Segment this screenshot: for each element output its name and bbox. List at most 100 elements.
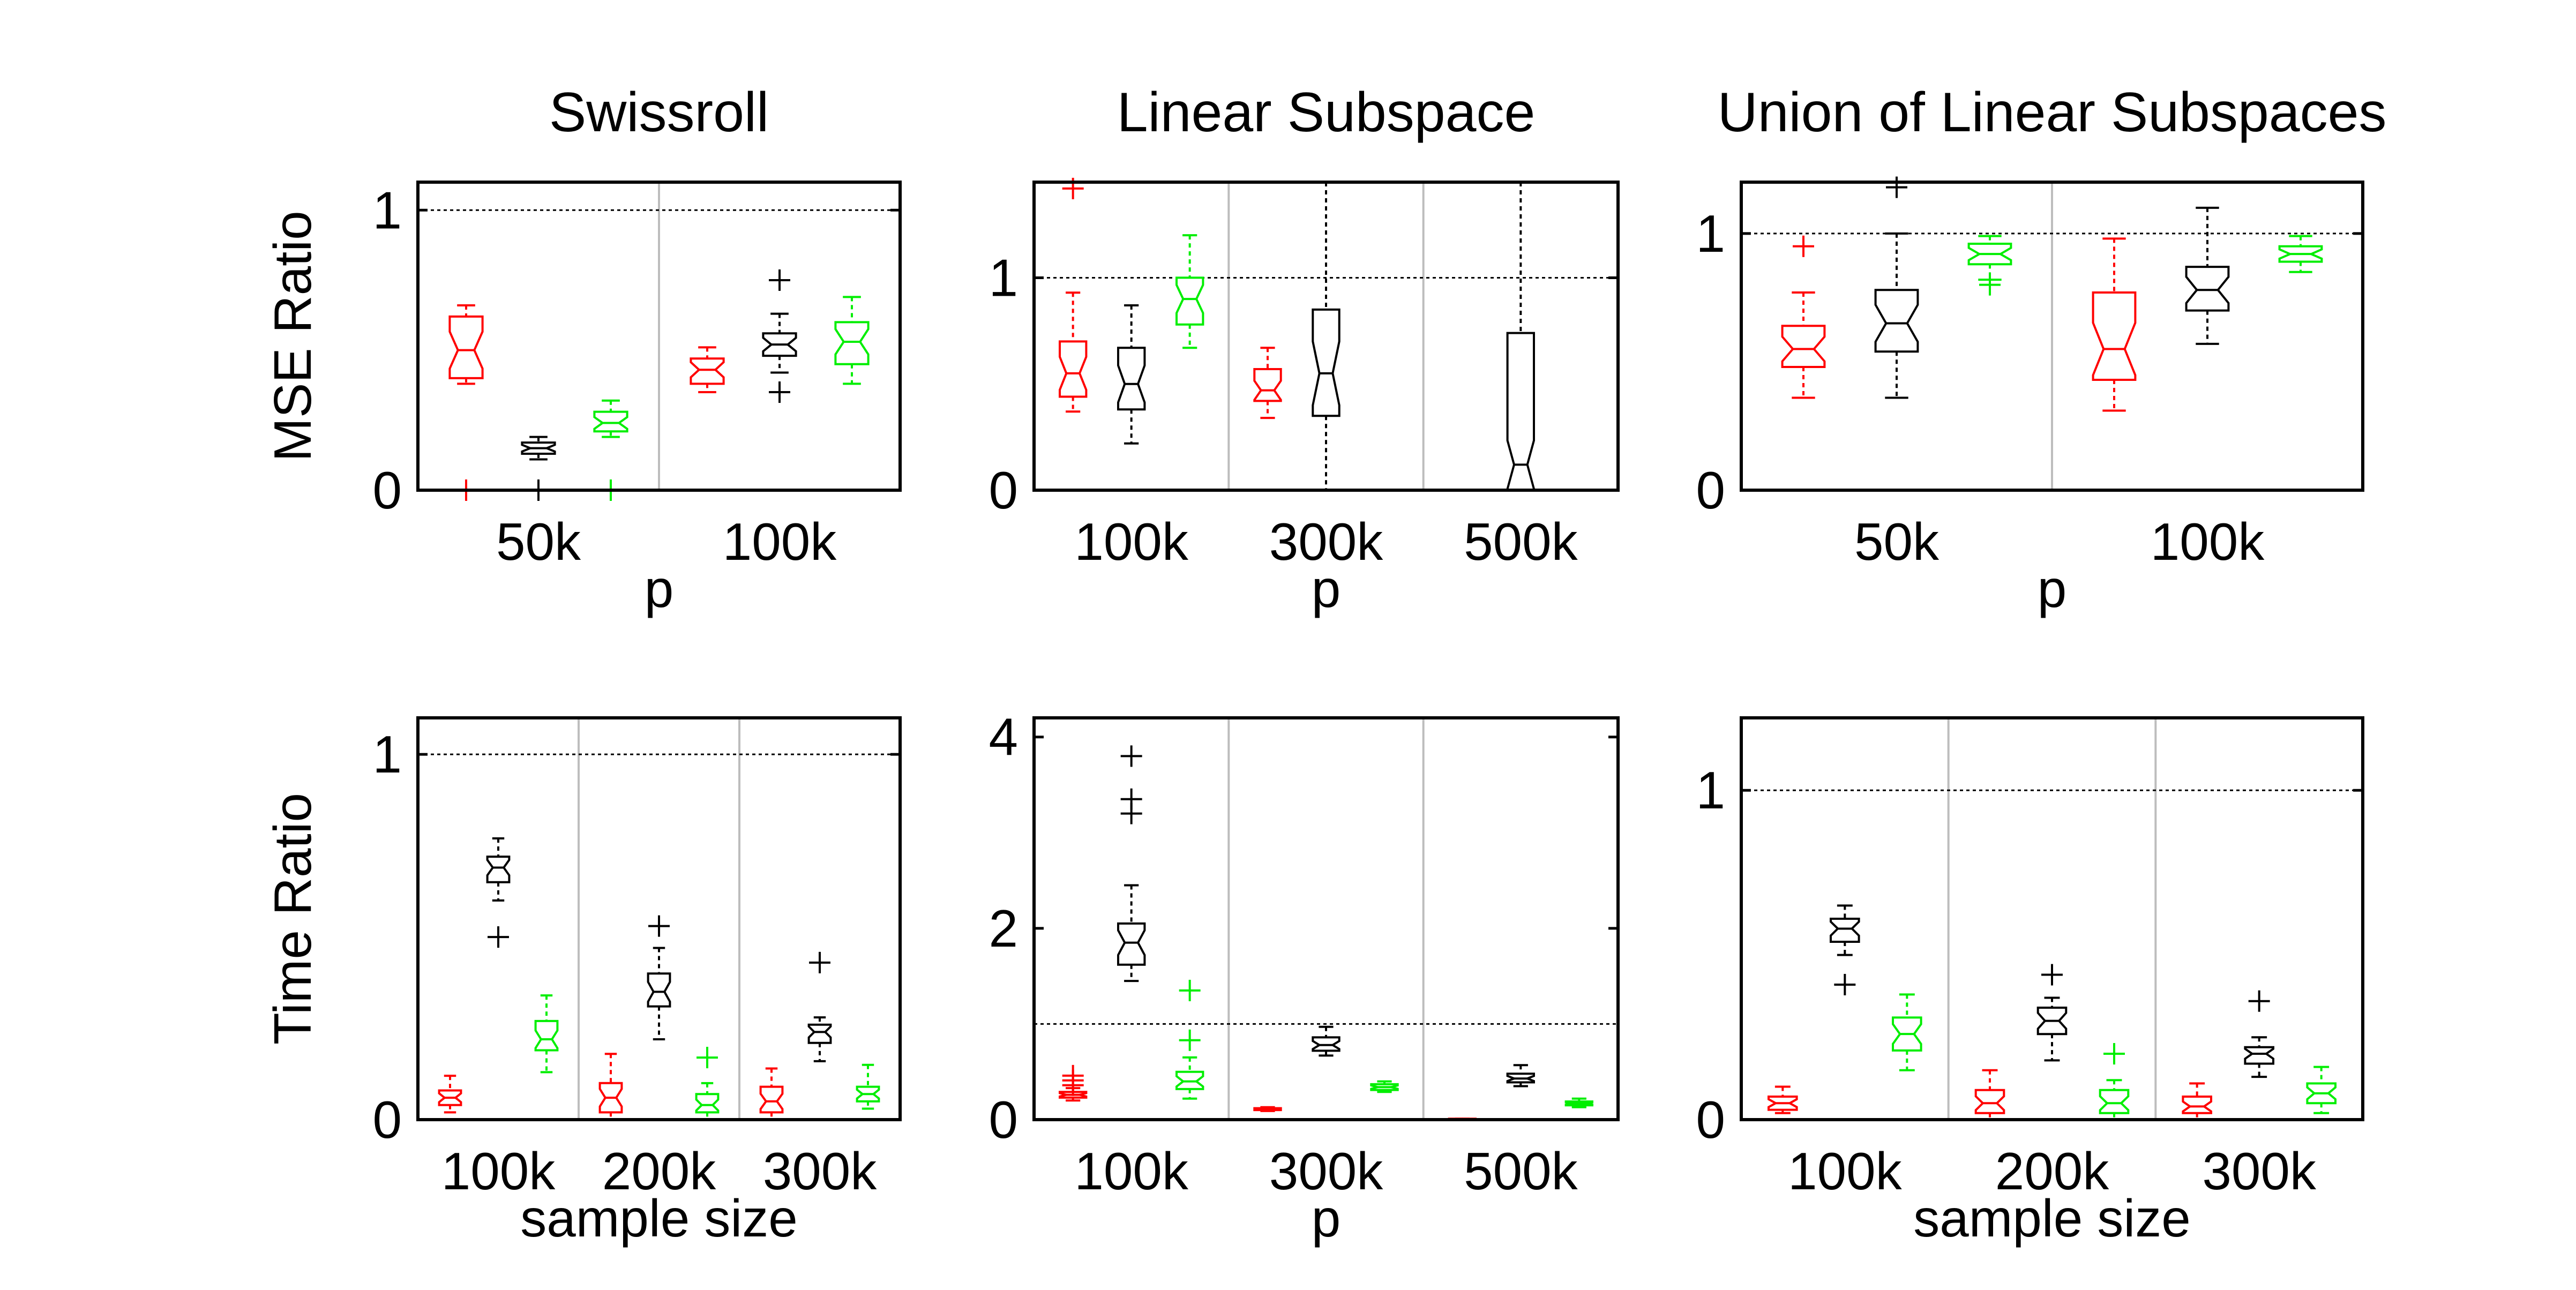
- box-green-100k: [834, 296, 870, 385]
- box-red-100k: [2092, 237, 2137, 412]
- x-tick-label: 500k: [1464, 512, 1578, 571]
- box-body: [834, 321, 870, 365]
- outlier-point: [1886, 176, 1907, 198]
- box-green-100k: [1175, 979, 1204, 1100]
- panel-2: [1032, 177, 1620, 492]
- box-body: [486, 856, 511, 883]
- panel-1: [416, 181, 902, 501]
- x-tick-label: 100k: [1074, 1142, 1189, 1201]
- box-green-100k: [1892, 993, 1922, 1071]
- plot-frame: [1740, 716, 2364, 1121]
- box-black-100k: [762, 269, 797, 403]
- plot-frame: [1740, 181, 2364, 492]
- box-black-100k: [1117, 304, 1146, 445]
- box-body: [1974, 1089, 2005, 1114]
- panel-4: [416, 716, 902, 1121]
- box-red-100k: [1059, 1064, 1088, 1102]
- outlier-point: [2041, 964, 2063, 986]
- outlier-point: [1834, 973, 1856, 995]
- box-body: [598, 1082, 623, 1114]
- box-body: [534, 1019, 559, 1052]
- x-axis-label: sample size: [1913, 1189, 2190, 1248]
- box-red-100k: [690, 346, 725, 394]
- outlier-point: [1979, 274, 2001, 296]
- y-tick-label: 1: [372, 725, 402, 784]
- y-axis-label: MSE Ratio: [263, 211, 322, 461]
- outlier-point: [2248, 990, 2270, 1012]
- box-red-100k: [1059, 177, 1088, 413]
- box-body: [1967, 243, 2012, 266]
- box-body: [762, 332, 797, 357]
- box-body: [1768, 1096, 1798, 1111]
- box-body: [448, 315, 484, 379]
- box-black-300k: [2244, 990, 2274, 1078]
- box-body: [2036, 1007, 2068, 1036]
- plot-frame: [1032, 716, 1620, 1121]
- outlier-point: [1179, 979, 1201, 1001]
- x-tick-label: 500k: [1464, 1142, 1578, 1201]
- box-black-100k: [1830, 904, 1860, 995]
- y-tick-label: 1: [1696, 204, 1725, 263]
- box-body: [1312, 308, 1341, 417]
- box-body: [1892, 1016, 1922, 1052]
- x-tick-label: 300k: [763, 1142, 878, 1201]
- plot-frame: [416, 181, 902, 492]
- box-black-500k: [1506, 1064, 1535, 1088]
- box-body: [690, 357, 725, 385]
- x-tick-label: 100k: [1788, 1142, 1903, 1201]
- y-tick-label: 0: [372, 461, 402, 520]
- x-tick-label: 300k: [1269, 512, 1384, 571]
- box-body: [438, 1089, 462, 1106]
- box-red-300k: [1253, 347, 1282, 419]
- outlier-point: [1120, 745, 1142, 767]
- box-body: [1370, 1083, 1399, 1091]
- outlier-point: [809, 951, 830, 973]
- outlier-point: [1062, 1064, 1084, 1086]
- outlier-point: [769, 381, 790, 403]
- box-black-100k: [2185, 206, 2230, 345]
- box-body: [1175, 276, 1204, 326]
- y-tick-label: 4: [989, 708, 1018, 767]
- x-tick-label: 50k: [1854, 512, 1940, 571]
- box-body: [2306, 1082, 2337, 1105]
- y-tick-label: 0: [989, 461, 1018, 520]
- x-tick-label: 200k: [1995, 1142, 2110, 1201]
- box-black-300k: [1312, 1025, 1341, 1057]
- box-body: [2182, 1096, 2212, 1114]
- plot-frame: [1032, 181, 1620, 492]
- box-body: [647, 972, 671, 1008]
- box-green-500k: [1564, 1097, 1593, 1108]
- box-green-300k: [856, 1063, 880, 1110]
- box-red-50k: [1781, 235, 1826, 399]
- x-axis-label: sample size: [520, 1189, 797, 1248]
- chart-title: Linear Subspace: [1117, 81, 1536, 144]
- box-black-300k: [807, 951, 832, 1062]
- box-red-100k: [438, 1075, 462, 1114]
- outlier-point: [1120, 788, 1142, 810]
- x-tick-label: 100k: [723, 512, 837, 571]
- box-body: [2278, 245, 2323, 263]
- y-tick-label: 0: [372, 1090, 402, 1149]
- plot-frame: [416, 716, 902, 1121]
- outlier-point: [2103, 1043, 2125, 1065]
- x-tick-label: 100k: [1074, 512, 1189, 571]
- box-body: [856, 1085, 880, 1102]
- box-body: [1117, 922, 1146, 966]
- x-axis-label: p: [645, 559, 674, 618]
- y-tick-label: 1: [989, 248, 1018, 307]
- box-body: [759, 1085, 784, 1114]
- x-tick-label: 50k: [496, 512, 581, 571]
- chart-title: Union of Linear Subspaces: [1718, 81, 2387, 144]
- outlier-point: [488, 926, 509, 948]
- box-body: [2092, 291, 2137, 381]
- y-tick-label: 1: [372, 181, 402, 239]
- box-body: [1564, 1100, 1593, 1107]
- outlier-point: [769, 269, 790, 291]
- box-red-300k: [1253, 1106, 1282, 1112]
- box-black-200k: [647, 915, 671, 1040]
- box-green-100k: [534, 994, 559, 1074]
- box-black-100k: [1117, 745, 1146, 982]
- box-body: [807, 1023, 832, 1044]
- outlier-point: [1793, 235, 1814, 257]
- box-body: [1874, 289, 1919, 353]
